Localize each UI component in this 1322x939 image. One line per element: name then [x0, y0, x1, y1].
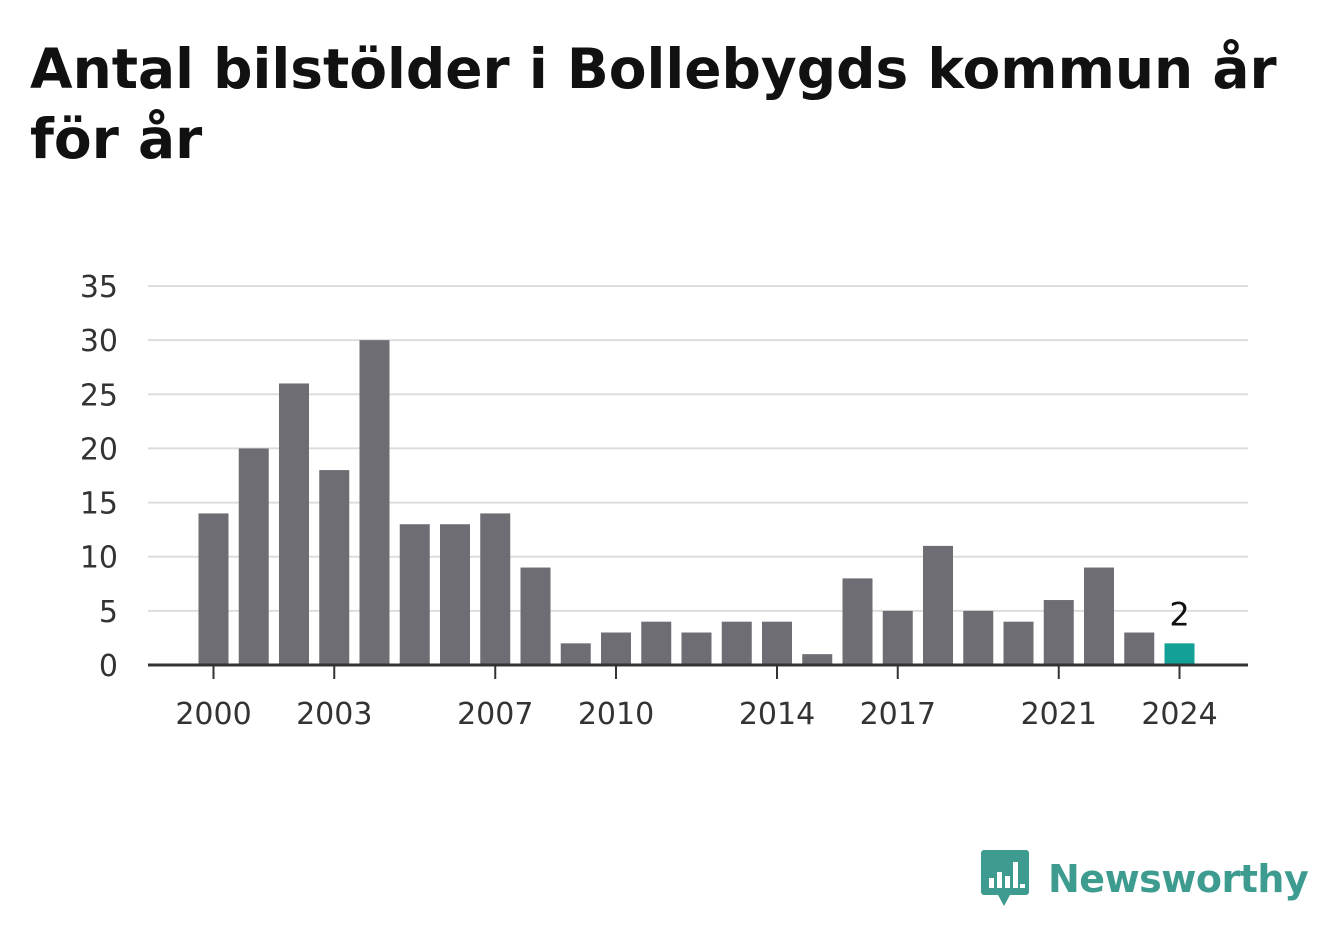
x-tick-label: 2010 [578, 697, 654, 732]
bar-2002 [279, 383, 309, 665]
bar-2019 [963, 610, 994, 665]
y-tick-label: 20 [80, 432, 118, 467]
bar-2010 [601, 632, 631, 665]
bar-2015 [802, 654, 833, 665]
chart-title: Antal bilstölder i Bollebygds kommun år … [30, 37, 1277, 171]
bar-2007 [480, 513, 511, 665]
y-tick-label: 5 [99, 595, 118, 630]
bar-2003 [319, 470, 350, 665]
y-tick-label: 15 [80, 487, 118, 522]
bar-2014 [762, 621, 792, 665]
bar-2000 [198, 513, 229, 665]
y-tick-label: 30 [80, 324, 118, 359]
y-tick-label: 10 [80, 541, 118, 576]
brand-name: Newsworthy [1048, 857, 1309, 901]
newsworthy-logo-icon [981, 850, 1029, 906]
bar-2006 [440, 524, 470, 665]
bar-2021 [1043, 600, 1074, 665]
x-tick-label: 2000 [175, 697, 251, 732]
y-tick-label: 25 [80, 378, 118, 413]
bar-2008 [520, 567, 551, 665]
bar-2016 [842, 578, 873, 665]
x-tick-label: 2007 [457, 697, 533, 732]
data-label: 2 [1169, 595, 1189, 633]
x-tick-label: 2024 [1141, 697, 1217, 732]
bar-2001 [238, 448, 269, 665]
bar-2004 [359, 340, 390, 665]
x-tick-label: 2021 [1021, 697, 1097, 732]
bar-2023 [1124, 632, 1155, 665]
y-tick-label: 35 [80, 270, 118, 305]
bar-2012 [681, 632, 712, 665]
bar-2009 [560, 643, 591, 665]
bar-2020 [1003, 621, 1034, 665]
bar-2018 [923, 545, 953, 665]
x-tick-label: 2017 [860, 697, 936, 732]
x-tick-label: 2003 [296, 697, 372, 732]
bar-2013 [721, 621, 752, 665]
bar-2022 [1084, 567, 1114, 665]
y-tick-label: 0 [99, 649, 118, 684]
bar-2017 [882, 610, 913, 665]
bar-2005 [399, 524, 430, 665]
bar-2024 [1164, 643, 1195, 665]
x-tick-label: 2014 [739, 697, 815, 732]
brand-logo: Newsworthy [980, 848, 1309, 910]
bar-chart: 0 5 10 15 20 25 30 35 2 2000 2003 2007 2010 2014 2017 2… [80, 270, 1248, 732]
bar-2011 [641, 621, 672, 665]
